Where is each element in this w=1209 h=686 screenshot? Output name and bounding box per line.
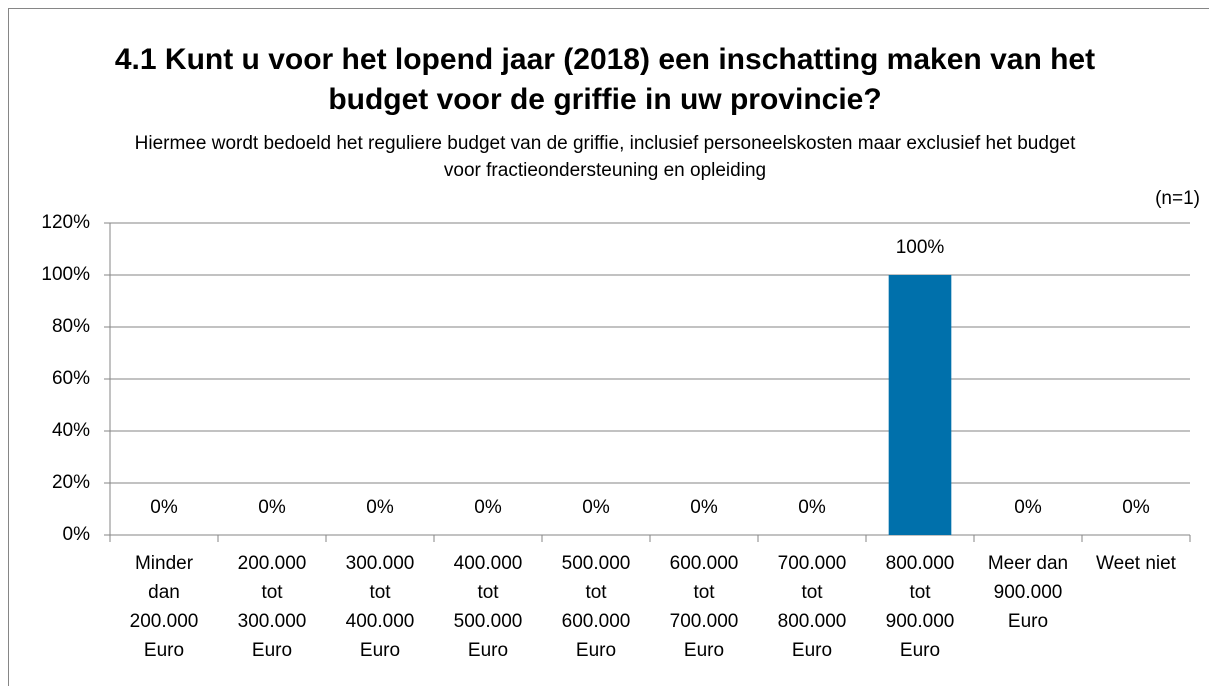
bar <box>888 275 952 535</box>
x-tick-label: 400.000 tot 500.000 Euro <box>453 553 523 661</box>
data-label: 0% <box>150 497 178 518</box>
x-tick-label: 300.000 tot 400.000 Euro <box>345 553 415 661</box>
y-tick-label: 40% <box>52 420 90 441</box>
x-tick-label: Minder dan 200.000 Euro <box>129 553 199 661</box>
data-label: 0% <box>1014 497 1042 518</box>
chart-title: 4.1 Kunt u voor het lopend jaar (2018) e… <box>114 43 1096 116</box>
chart-subtitle: Hiermee wordt bedoeld het reguliere budg… <box>134 133 1076 181</box>
y-tick-label: 20% <box>52 472 90 493</box>
data-label: 0% <box>258 497 286 518</box>
y-tick-label: 60% <box>52 368 90 389</box>
data-label: 0% <box>798 497 826 518</box>
y-tick-label: 80% <box>52 316 90 337</box>
y-tick-label: 100% <box>41 264 90 285</box>
y-tick-label: 0% <box>63 524 91 545</box>
x-tick-label: 200.000 tot 300.000 Euro <box>237 553 307 661</box>
data-label: 0% <box>1122 497 1150 518</box>
x-tick-label: 600.000 tot 700.000 Euro <box>669 553 739 661</box>
x-tick-label: 700.000 tot 800.000 Euro <box>777 553 847 661</box>
data-label: 0% <box>582 497 610 518</box>
data-label: 0% <box>366 497 394 518</box>
x-tick-label: 800.000 tot 900.000 Euro <box>885 553 955 661</box>
data-label: 0% <box>474 497 502 518</box>
data-label: 0% <box>690 497 718 518</box>
annotation: (n=1) <box>1155 188 1200 209</box>
x-tick-label: Weet niet <box>1096 553 1176 574</box>
x-tick-label: Meer dan 900.000 Euro <box>987 553 1069 632</box>
x-tick-label: 500.000 tot 600.000 Euro <box>561 553 631 661</box>
y-tick-label: 120% <box>41 212 90 233</box>
data-label: 100% <box>896 237 945 258</box>
